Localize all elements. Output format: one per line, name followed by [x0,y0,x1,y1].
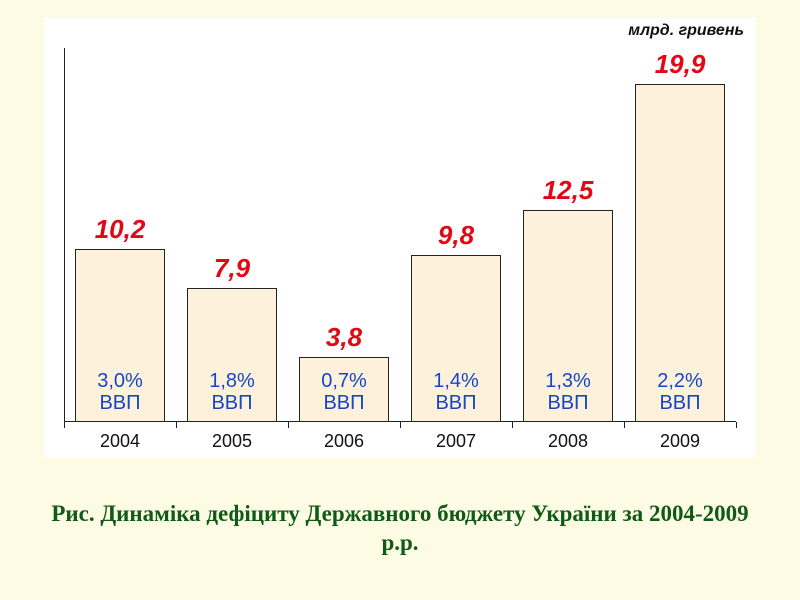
x-tick [64,422,65,428]
bar-inside-label: 1,3%ВВП [512,370,624,414]
bar-slot: 7,91,8%ВВП2005 [176,48,288,422]
bar-inside-label: 1,8%ВВП [176,370,288,414]
x-axis-label: 2009 [624,431,736,452]
bar-inside-label: 3,0%ВВП [64,370,176,414]
x-axis-label: 2008 [512,431,624,452]
x-tick [512,422,513,428]
bar-value-label: 12,5 [512,175,624,206]
x-tick [624,422,625,428]
bar-value-label: 9,8 [400,220,512,251]
bar-slot: 9,81,4%ВВП2007 [400,48,512,422]
x-axis-label: 2006 [288,431,400,452]
bar-value-label: 10,2 [64,214,176,245]
x-axis-label: 2005 [176,431,288,452]
bar-slot: 12,51,3%ВВП2008 [512,48,624,422]
bar-value-label: 7,9 [176,253,288,284]
x-axis-label: 2007 [400,431,512,452]
plot-region: 10,23,0%ВВП20047,91,8%ВВП20053,80,7%ВВП2… [64,48,736,422]
bar-slot: 3,80,7%ВВП2006 [288,48,400,422]
bar-value-label: 19,9 [624,49,736,80]
x-tick [736,422,737,428]
x-tick [288,422,289,428]
bar-slot: 19,92,2%ВВП2009 [624,48,736,422]
x-tick [400,422,401,428]
unit-label: млрд. гривень [628,22,744,40]
bar-inside-label: 1,4%ВВП [400,370,512,414]
bar-inside-label: 2,2%ВВП [624,370,736,414]
bar-value-label: 3,8 [288,322,400,353]
x-tick [176,422,177,428]
x-axis-label: 2004 [64,431,176,452]
chart-area: млрд. гривень 10,23,0%ВВП20047,91,8%ВВП2… [44,18,756,458]
slide: млрд. гривень 10,23,0%ВВП20047,91,8%ВВП2… [0,0,800,600]
bar-inside-label: 0,7%ВВП [288,370,400,414]
figure-caption: Рис. Динаміка дефіциту Державного бюджет… [40,500,760,558]
bar-slot: 10,23,0%ВВП2004 [64,48,176,422]
